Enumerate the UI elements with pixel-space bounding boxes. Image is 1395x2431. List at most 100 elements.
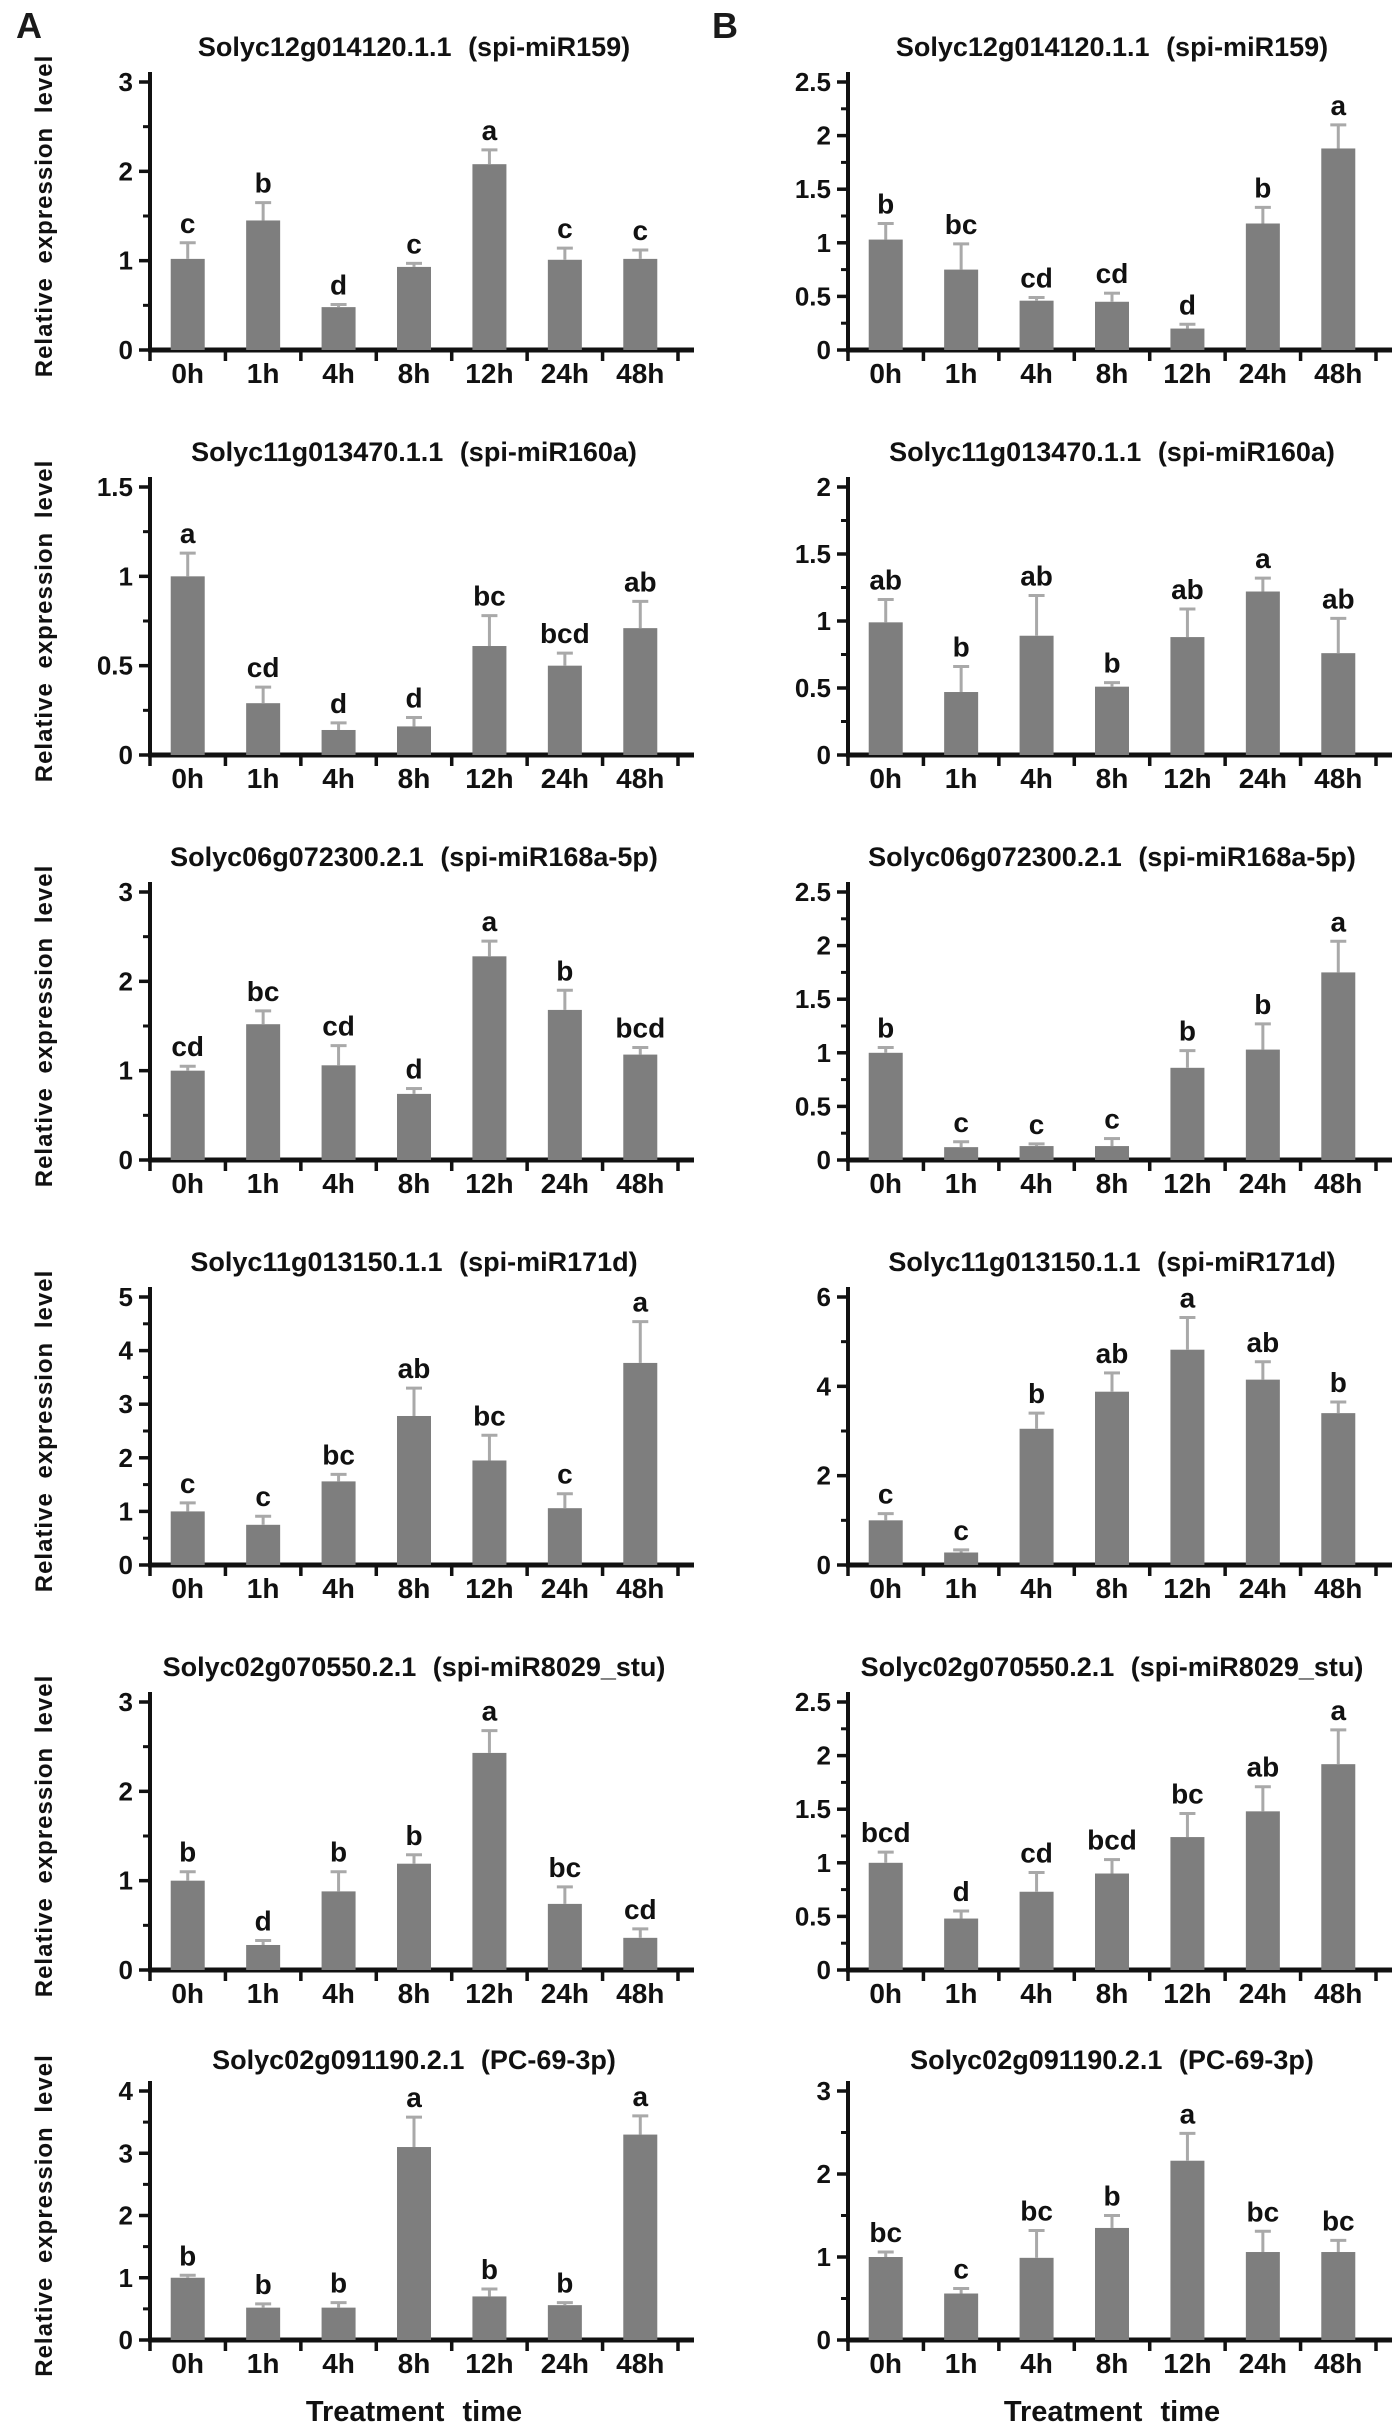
sig-letter: b [877,1012,894,1043]
bar-8h [397,1093,431,1160]
x-tick-label: 1h [247,2348,280,2379]
bar-12h [472,1460,507,1565]
bar-4h [1019,1146,1054,1160]
x-tick-label: 24h [541,1573,589,1604]
y-tick-label: 1 [119,1866,133,1896]
bar-0h [170,1070,205,1160]
x-tick-label: 48h [1314,358,1362,389]
sig-letter: bc [1322,2205,1355,2236]
x-tick-label: 48h [616,763,664,794]
y-tick-label: 2 [817,1461,831,1491]
bar-12h [472,2296,507,2340]
y-axis-title: Relative expression level [31,460,58,783]
bar-0h [868,622,903,755]
sig-letter: cd [1020,262,1053,293]
sig-letter: b [1254,172,1271,203]
y-tick-label: 2.5 [795,1687,831,1717]
bar-1h [246,2307,281,2340]
sig-letter: b [405,1820,422,1851]
sig-letter: bcd [1087,1825,1137,1856]
bar-24h [1245,1049,1280,1160]
x-tick-label: 0h [869,1168,902,1199]
chart-svg-A1: Solyc12g014120.1.1 (spi-miR159) Relative … [31,32,694,389]
y-tick-label: 3 [119,2138,133,2168]
chart-B4: Solyc11g013150.1.1 (spi-miR171d) 0 2 4 6 c 0h c… [698,1215,1395,1620]
bar-48h [623,1054,658,1160]
x-tick-label: 0h [869,1978,902,2009]
x-tick-label: 1h [247,358,280,389]
x-tick-label: 8h [1096,763,1129,794]
sig-letter: c [632,215,648,246]
sig-letter: bc [549,1852,582,1883]
x-tick-label: 12h [1163,1573,1211,1604]
sig-letter: a [632,1287,648,1318]
x-tick-label: 0h [869,358,902,389]
bar-48h [1321,972,1356,1160]
sig-letter: ab [624,566,657,597]
y-tick-label: 0 [817,1550,831,1580]
sig-letter: d [255,1906,272,1937]
y-tick-label: 1 [817,606,831,636]
y-tick-label: 4 [817,1371,832,1401]
x-tick-label: 8h [398,2348,431,2379]
x-tick-label: 1h [945,763,978,794]
chart-A4: Solyc11g013150.1.1 (spi-miR171d) Relative… [0,1215,697,1620]
bar-24h [547,1508,582,1565]
sig-letter: b [481,2254,498,2285]
y-tick-label: 4 [119,1336,134,1366]
x-axis-title: Treatment time [1004,2396,1220,2428]
y-axis-title: Relative expression level [31,1270,58,1593]
x-tick-label: 8h [398,1573,431,1604]
x-tick-label: 4h [1020,1168,1053,1199]
y-tick-label: 0 [817,335,831,365]
chart-svg-B4: Solyc11g013150.1.1 (spi-miR171d) 0 2 4 6 c 0h c… [817,1247,1392,1604]
y-tick-label: 2 [817,121,831,151]
sig-letter: c [180,1468,196,1499]
bar-48h [623,628,658,755]
x-tick-label: 0h [869,763,902,794]
chart-title: Solyc11g013470.1.1 (spi-miR160a) [191,437,637,467]
chart-A1: Solyc12g014120.1.1 (spi-miR159) Relative … [0,0,697,405]
y-tick-label: 2 [817,1741,831,1771]
x-tick-label: 0h [869,1573,902,1604]
bar-24h [547,1009,582,1160]
x-tick-label: 48h [616,358,664,389]
bar-12h [472,956,507,1160]
sig-letter: bc [247,976,280,1007]
bar-12h [1170,1837,1205,1970]
chart-title: Solyc02g091190.2.1 (PC-69-3p) [910,2045,1314,2075]
x-tick-label: 24h [541,358,589,389]
y-tick-label: 1.5 [97,472,133,502]
sig-letter: b [953,632,970,663]
bar-12h [1170,637,1205,755]
sig-letter: cd [247,652,280,683]
sig-letter: cd [624,1894,657,1925]
sig-letter: d [330,688,347,719]
bar-24h [1245,1811,1280,1970]
sig-letter: a [1255,543,1271,574]
sig-letter: b [1028,1378,1045,1409]
x-tick-label: 4h [322,763,355,794]
bar-12h [1170,328,1205,350]
panel-a-label: A [16,5,42,46]
bar-4h [321,1891,356,1970]
chart-title: Solyc02g091190.2.1 (PC-69-3p) [212,2045,616,2075]
bar-0h [170,258,205,350]
sig-letter: bc [945,209,978,240]
chart-svg-A6: Solyc02g091190.2.1 (PC-69-3p) Relative ex… [31,2045,694,2428]
sig-letter: bc [473,1400,506,1431]
bar-24h [547,259,582,350]
bar-24h [1245,223,1280,350]
x-tick-label: 4h [322,358,355,389]
sig-letter: bc [1171,1778,1204,1809]
x-tick-label: 4h [322,1978,355,2009]
x-tick-label: 1h [945,1573,978,1604]
bar-0h [868,1052,903,1160]
bar-1h [944,1147,979,1160]
sig-letter: c [406,228,422,259]
x-tick-label: 0h [869,2348,902,2379]
x-tick-label: 24h [541,763,589,794]
y-tick-label: 5 [119,1282,133,1312]
x-tick-label: 24h [1239,358,1287,389]
